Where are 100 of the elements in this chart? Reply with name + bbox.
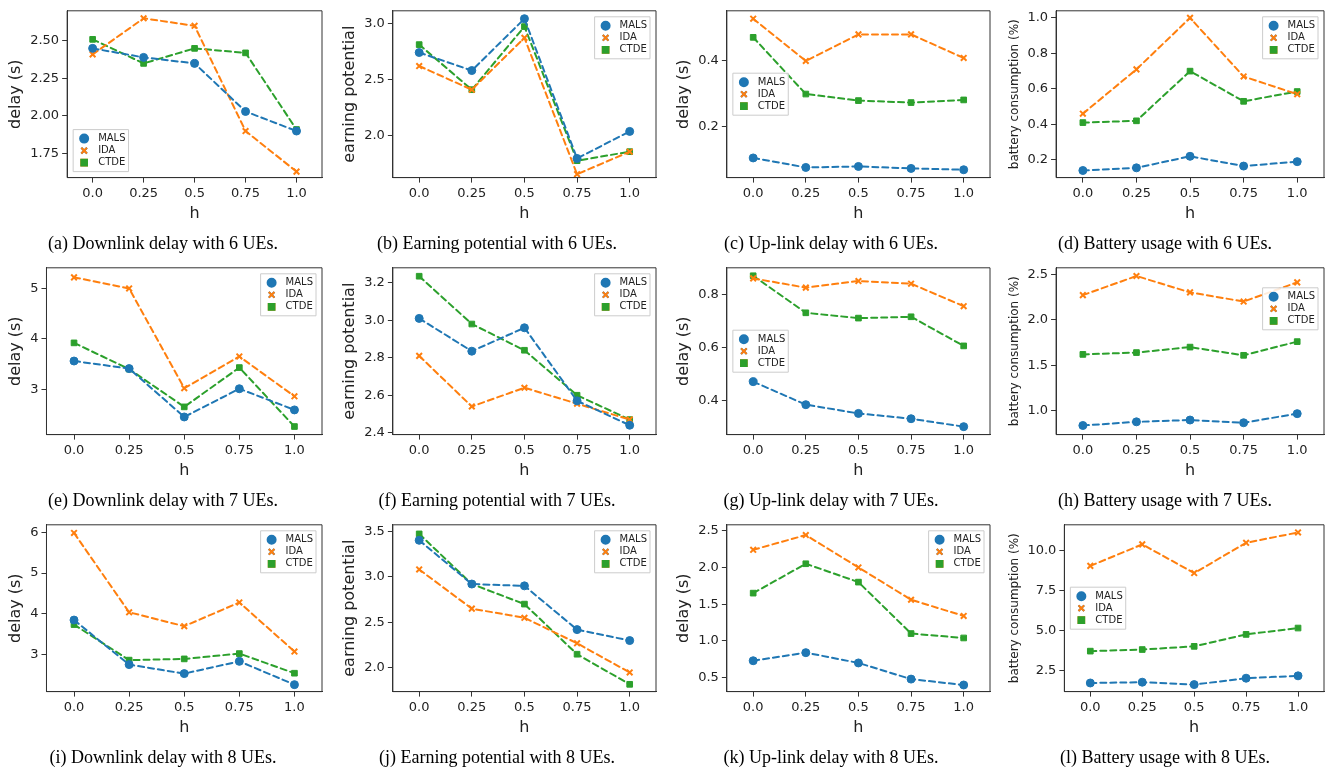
- x-tick-label: 0.5: [514, 698, 535, 714]
- y-tick-label: 0.8: [1027, 44, 1049, 60]
- x-tick-label: 0.0: [63, 441, 85, 457]
- legend-label: CTDE: [1287, 314, 1315, 326]
- x-axis-title: h: [853, 459, 864, 479]
- legend-label: CTDE: [619, 300, 647, 312]
- x-tick-label: 0.5: [848, 698, 869, 714]
- y-tick-label: 2.8: [364, 349, 385, 365]
- x-tick-label: 0.5: [848, 184, 869, 200]
- x-tick-label: 1.0: [284, 441, 305, 457]
- y-tick-label: 2.5: [364, 70, 385, 86]
- y-axis-title: earning potential: [338, 539, 358, 677]
- text: (d) Battery usage with 6 UEs.: [1058, 232, 1272, 254]
- y-tick-label: 3.5: [364, 522, 385, 538]
- x-tick-label: 0.75: [562, 698, 592, 714]
- legend-label: MALS: [757, 332, 786, 344]
- x-tick-label: 0.25: [114, 441, 144, 457]
- y-tick-label: 2.00: [30, 107, 60, 123]
- x-axis-title: h: [853, 202, 864, 222]
- x-tick-label: 0.5: [1183, 698, 1205, 714]
- y-tick-label: 5.0: [1035, 621, 1057, 637]
- y-tick-label: 0.4: [698, 52, 719, 68]
- legend-label: MALS: [619, 533, 647, 545]
- x-tick-label: 1.0: [953, 184, 975, 200]
- y-axis-title: delay (s): [4, 316, 24, 387]
- x-tick-label: 0.25: [457, 184, 487, 200]
- y-tick-label: 0.2: [1027, 151, 1049, 167]
- legend-label: CTDE: [619, 43, 647, 55]
- y-tick-label: 2.0: [364, 659, 385, 675]
- legend-label: CTDE: [285, 300, 313, 312]
- x-tick-label: 1.0: [1286, 184, 1308, 200]
- y-tick-label: 2.25: [30, 69, 60, 85]
- x-axis-title: h: [1184, 202, 1196, 222]
- x-tick-label: 1.0: [619, 698, 641, 714]
- legend-label: IDA: [757, 344, 776, 356]
- y-tick-label: 3: [30, 380, 39, 396]
- x-axis-title: h: [519, 716, 530, 736]
- x-tick-label: 0.75: [231, 184, 261, 200]
- x-tick-label: 0.25: [791, 698, 821, 714]
- y-axis-title: delay (s): [4, 573, 24, 644]
- x-tick-label: 0.0: [408, 441, 430, 457]
- y-tick-label: 3.0: [364, 568, 385, 584]
- legend-label: MALS: [757, 75, 786, 87]
- legend-label: MALS: [1095, 589, 1123, 601]
- legend-label: IDA: [953, 545, 972, 557]
- x-tick-label: 0.25: [791, 184, 821, 200]
- x-tick-label: 0.75: [896, 184, 926, 200]
- x-tick-label: 0.0: [742, 698, 764, 714]
- y-tick-label: 0.2: [698, 117, 719, 133]
- x-tick-label: 0.5: [173, 441, 195, 457]
- legend-label: IDA: [285, 545, 304, 557]
- legend-label: CTDE: [757, 99, 785, 111]
- x-tick-label: 0.5: [848, 441, 869, 457]
- x-tick-label: 0.0: [1072, 184, 1094, 200]
- legend-label: IDA: [757, 87, 776, 99]
- y-tick-label: 7.5: [1035, 581, 1057, 597]
- text: (e) Downlink delay with 7 UEs.: [48, 489, 278, 511]
- x-tick-label: 0.5: [173, 698, 195, 714]
- y-tick-label: 0.4: [1027, 115, 1049, 131]
- x-axis-title: h: [853, 716, 864, 736]
- y-tick-label: 3.0: [364, 14, 385, 30]
- legend-label: MALS: [98, 132, 126, 144]
- legend-label: MALS: [285, 533, 313, 545]
- y-tick-label: 2.6: [364, 386, 385, 402]
- legend-label: MALS: [1287, 19, 1315, 31]
- x-tick-label: 0.75: [1231, 698, 1261, 714]
- x-tick-label: 0.75: [1229, 184, 1259, 200]
- legend-label: IDA: [1287, 31, 1306, 43]
- x-tick-label: 0.0: [1072, 441, 1094, 457]
- text: (f) Earning potential with 7 UEs.: [378, 489, 616, 511]
- text: (k) Up-link delay with 8 UEs.: [723, 746, 939, 768]
- y-tick-label: 10.0: [1027, 542, 1057, 558]
- text: (h) Battery usage with 7 UEs.: [1058, 489, 1272, 511]
- x-tick-label: 0.0: [742, 184, 764, 200]
- x-axis-title: h: [519, 459, 530, 479]
- x-tick-label: 1.0: [1286, 441, 1308, 457]
- legend-label: CTDE: [757, 356, 785, 368]
- x-axis-title: h: [189, 202, 200, 222]
- y-tick-label: 0.8: [698, 285, 719, 301]
- x-axis-title: h: [179, 716, 190, 736]
- legend-label: IDA: [98, 144, 116, 156]
- y-axis-title: earning potential: [338, 25, 358, 163]
- y-tick-label: 1.0: [1027, 9, 1049, 25]
- y-tick-label: 2.5: [1035, 661, 1057, 677]
- y-axis-title: delay (s): [672, 59, 692, 130]
- x-tick-label: 0.0: [63, 698, 85, 714]
- x-axis-title: h: [179, 459, 190, 479]
- y-tick-label: 1.0: [698, 632, 719, 648]
- x-tick-label: 1.0: [284, 698, 305, 714]
- y-tick-label: 5: [30, 279, 39, 295]
- y-tick-label: 1.5: [1027, 356, 1049, 372]
- x-tick-label: 0.5: [184, 184, 205, 200]
- legend-label: CTDE: [1287, 43, 1315, 55]
- legend-label: CTDE: [619, 557, 647, 569]
- x-tick-label: 1.0: [953, 441, 975, 457]
- legend-label: IDA: [619, 31, 638, 43]
- text: (g) Up-link delay with 7 UEs.: [723, 489, 939, 511]
- y-tick-label: 3.0: [364, 311, 385, 327]
- y-tick-label: 2.5: [1027, 265, 1049, 281]
- y-tick-label: 2.50: [30, 32, 60, 48]
